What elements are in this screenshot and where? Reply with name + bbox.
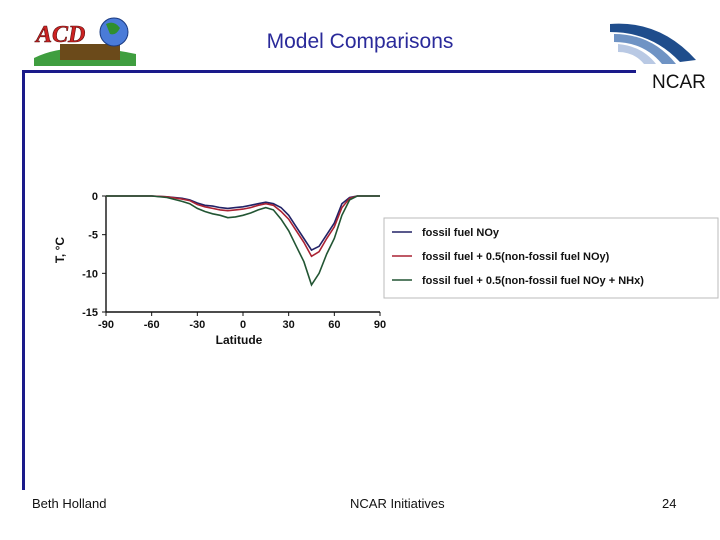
svg-text:ACD: ACD [34,22,85,48]
ncar-logo-text: NCAR [652,72,706,93]
ncar-logo: NCAR [610,23,706,93]
footer-center-text: NCAR Initiatives [350,496,445,511]
plot-area: -90 -60 -30 0 30 60 90 0 -5 -10 -15 Latitude T, °C [53,191,386,347]
y-tick-label: -5 [88,230,98,242]
y-tick-label: -10 [82,268,98,280]
series-line-2 [106,195,380,258]
x-tick-label: 30 [283,319,295,331]
x-tick-label: -90 [98,319,114,331]
title-rule [22,70,636,73]
latitude-temperature-chart: -90 -60 -30 0 30 60 90 0 -5 -10 -15 Latitude T, °C f… [53,191,719,347]
legend-label: fossil fuel NOy [422,227,500,239]
footer-author: Beth Holland [32,496,107,511]
legend-label: fossil fuel + 0.5(non-fossil fuel NOy) [422,251,610,263]
x-tick-label: 90 [374,319,386,331]
x-tick-label: -60 [144,319,160,331]
page-number: 24 [662,496,677,511]
y-tick-label: -15 [82,307,98,319]
x-tick-label: 0 [240,319,246,331]
left-rule [22,70,25,490]
slide-title: Model Comparisons [266,30,454,53]
x-tick-label: -30 [189,319,205,331]
series-line-3 [106,195,380,287]
x-axis-label: Latitude [216,333,263,347]
x-tick-label: 60 [328,319,340,331]
acd-logo: ACD [34,17,136,66]
y-tick-label: 0 [92,191,98,203]
chart-legend: fossil fuel NOy fossil fuel + 0.5(non-fos… [383,217,719,299]
y-axis-label: T, °C [53,237,67,263]
legend-box [383,217,719,299]
legend-label: fossil fuel + 0.5(non-fossil fuel NOy + … [422,275,644,287]
